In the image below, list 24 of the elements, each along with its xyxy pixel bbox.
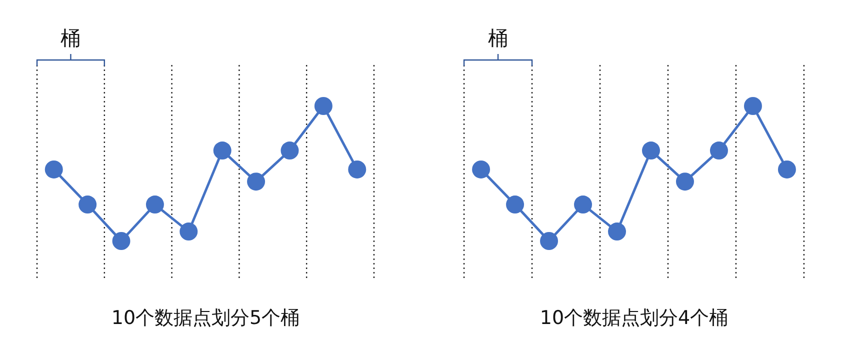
point — [280, 142, 299, 160]
point — [506, 196, 524, 214]
point — [608, 222, 626, 241]
point — [44, 160, 63, 178]
point — [778, 160, 796, 178]
point — [180, 222, 198, 241]
point — [78, 196, 97, 214]
point — [710, 142, 728, 160]
point — [348, 160, 366, 178]
point — [472, 160, 490, 178]
text: 桶 — [488, 26, 508, 50]
text: 桶 — [60, 26, 81, 50]
point — [744, 97, 762, 115]
point — [574, 196, 592, 214]
x-axis-title: 10个数据点划分5个桶 — [111, 307, 300, 329]
point — [314, 97, 332, 115]
point — [112, 232, 130, 250]
point — [213, 142, 232, 160]
point — [540, 232, 558, 250]
point — [642, 142, 660, 160]
point — [676, 172, 694, 191]
point — [247, 172, 266, 191]
x-axis-title: 10个数据点划分4个桶 — [540, 307, 728, 329]
point — [146, 196, 164, 214]
